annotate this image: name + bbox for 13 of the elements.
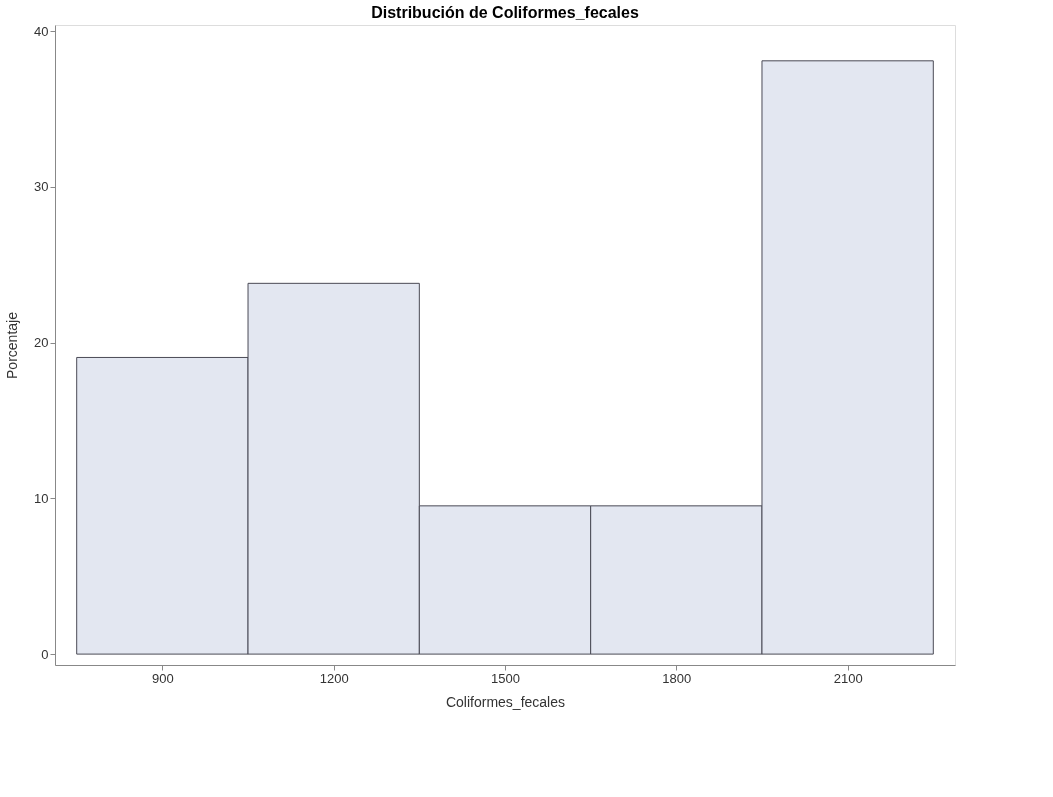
y-tick-label: 20 [34, 335, 49, 351]
x-tick-label: 1200 [319, 670, 349, 686]
x-tick-label: 1500 [491, 670, 520, 686]
y-tick-label: 30 [34, 179, 49, 195]
y-tick-label: 10 [34, 490, 49, 506]
y-tick-label: 40 [34, 23, 49, 39]
chart-title: Distribución de Coliformes_fecales [371, 4, 639, 21]
y-axis-title: Porcentaje [4, 311, 21, 379]
x-tick-label: 900 [152, 670, 174, 686]
x-tick-label: 1800 [662, 670, 692, 686]
x-tick-label: 2100 [833, 670, 863, 686]
y-tick-label: 0 [41, 646, 49, 662]
x-axis-title: Coliformes_fecales [445, 693, 566, 710]
